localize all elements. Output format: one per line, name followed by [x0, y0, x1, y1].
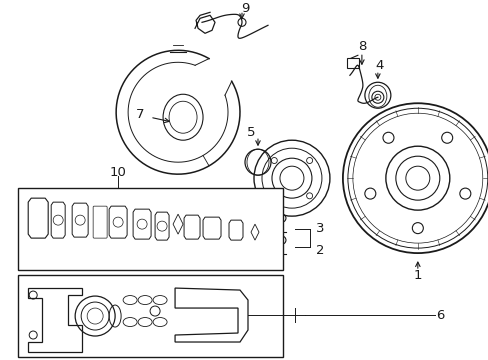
- Bar: [18, 275, 283, 357]
- Text: 3: 3: [315, 222, 324, 235]
- Bar: [346, 58, 358, 68]
- Text: 10: 10: [109, 166, 126, 179]
- Text: 6: 6: [435, 309, 443, 321]
- Bar: [18, 188, 283, 270]
- Text: 1: 1: [413, 269, 421, 282]
- Text: 7: 7: [136, 108, 144, 121]
- Text: 8: 8: [357, 40, 366, 53]
- Text: 9: 9: [240, 2, 249, 15]
- Text: 2: 2: [315, 244, 324, 257]
- Text: 5: 5: [246, 126, 255, 139]
- Text: 4: 4: [375, 59, 383, 72]
